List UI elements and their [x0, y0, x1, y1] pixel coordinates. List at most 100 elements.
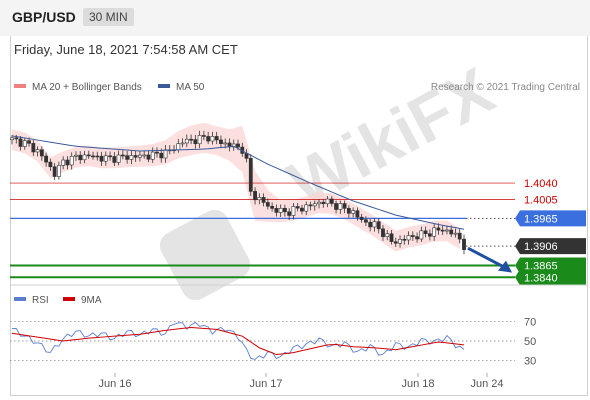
candle-body: [48, 161, 53, 168]
candle-body: [180, 142, 185, 145]
candle-body: [329, 198, 334, 204]
timeframe-badge[interactable]: 30 MIN: [83, 8, 134, 26]
candle-body: [445, 229, 449, 232]
level-tag-2: [515, 210, 586, 227]
candle-body: [338, 203, 343, 210]
level-tag-3: [515, 238, 586, 255]
candle-body: [133, 155, 138, 158]
candle-body: [432, 227, 437, 237]
rsi-legend-swatch: [14, 297, 26, 301]
candle-body: [86, 154, 91, 157]
candle-body: [427, 233, 432, 237]
level-value-1: 1.4005: [524, 195, 558, 207]
candle-body: [368, 221, 373, 228]
forecast-arrow-head: [498, 260, 512, 273]
symbol-label: GBP/USD: [12, 9, 76, 25]
candle-body: [193, 139, 198, 145]
forecast-arrow: [467, 246, 512, 273]
candle-body: [159, 152, 164, 159]
candle-body: [406, 235, 411, 241]
candle-body: [210, 136, 215, 142]
rsi-tick-30: 30: [524, 355, 536, 367]
rsi-series-1: [11, 326, 465, 356]
candle-body: [270, 205, 275, 209]
candle-body: [129, 155, 134, 160]
x-tick-label-3: Jun 24: [470, 378, 503, 390]
level-value-5: 1.3840: [524, 272, 558, 284]
rsi-legend: RSI 9MA: [14, 295, 102, 306]
candle-body: [18, 138, 23, 147]
candle-body: [197, 135, 202, 145]
candle-body: [295, 206, 300, 209]
candle-body: [385, 233, 390, 237]
candle-body: [372, 221, 377, 228]
credit-text: Research © 2021 Trading Central: [431, 82, 580, 93]
candle-body: [116, 154, 121, 163]
candle-body: [61, 159, 66, 166]
level-value-2: 1.3965: [524, 213, 558, 225]
candle-body: [120, 154, 125, 157]
candle-body: [27, 140, 31, 144]
candle-body: [312, 203, 317, 207]
candle-body: [300, 207, 304, 212]
candle-body: [125, 155, 130, 160]
forecast-arrow-shaft: [467, 246, 506, 269]
candle-body: [184, 138, 189, 144]
candle-body: [52, 166, 57, 177]
candle-body: [419, 230, 424, 240]
rsi-legend-label: RSI: [32, 295, 49, 306]
candle-body: [65, 159, 70, 166]
candles: [10, 130, 466, 255]
candle-body: [423, 230, 428, 234]
candle-body: [359, 216, 364, 221]
date-label: Friday, June 18, 2021 7:54:58 AM CET: [14, 42, 238, 57]
candle-body: [257, 197, 262, 201]
candle-body: [214, 136, 219, 141]
candle-body: [248, 158, 253, 192]
chart-header: GBP/USD 30 MIN: [0, 0, 590, 36]
legend-swatch-bb: [14, 84, 26, 88]
candle-body: [342, 203, 347, 209]
candle-body: [223, 142, 228, 145]
candle-body: [317, 201, 321, 205]
candle-body: [44, 155, 49, 163]
candle-body: [415, 236, 419, 240]
x-tick-label-1: Jun 17: [249, 378, 282, 390]
candle-body: [219, 139, 223, 144]
level-tag-5: [515, 269, 586, 286]
candle-body: [22, 140, 27, 147]
candle-body: [457, 232, 462, 240]
candle-body: [346, 208, 351, 214]
chart-frame: [10, 36, 588, 396]
candle-body: [138, 154, 142, 158]
candle-body: [398, 238, 402, 244]
ma9-legend-label: 9MA: [81, 295, 102, 306]
watermark-badge: [159, 209, 251, 301]
candle-body: [189, 138, 193, 141]
candle-body: [10, 137, 14, 140]
candle-body: [39, 149, 44, 157]
chart-legend: MA 20 + Bollinger Bands MA 50 Research ©…: [14, 82, 580, 93]
ma50-path: [11, 135, 465, 230]
candle-body: [355, 210, 360, 218]
legend-swatch-ma50: [158, 84, 170, 88]
candle-body: [381, 228, 385, 237]
candle-body: [176, 143, 181, 151]
candle-body: [402, 238, 407, 241]
candle-body: [31, 143, 36, 153]
candle-body: [112, 156, 117, 163]
candle-body: [78, 154, 83, 161]
candle-body: [142, 154, 147, 157]
candle-body: [150, 151, 155, 160]
x-axis: Jun 16 Jun 17 Jun 18 Jun 24: [98, 373, 504, 390]
rsi-panel: 70 50 30: [10, 317, 536, 367]
candle-body: [163, 149, 168, 159]
candle-body: [103, 155, 108, 162]
ma9-legend-swatch: [63, 297, 75, 301]
candle-body: [287, 211, 292, 216]
candle-body: [14, 137, 19, 140]
candle-body: [462, 238, 466, 250]
legend-label-bb: MA 20 + Bollinger Bands: [32, 82, 142, 93]
